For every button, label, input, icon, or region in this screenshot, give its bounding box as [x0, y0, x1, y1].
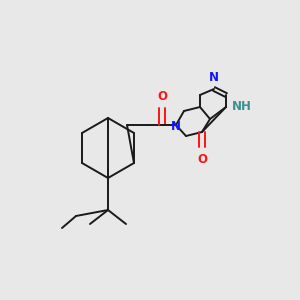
Text: N: N — [209, 71, 219, 84]
Text: O: O — [157, 90, 167, 103]
Text: N: N — [171, 119, 181, 133]
Text: O: O — [197, 153, 207, 166]
Text: NH: NH — [232, 100, 252, 113]
